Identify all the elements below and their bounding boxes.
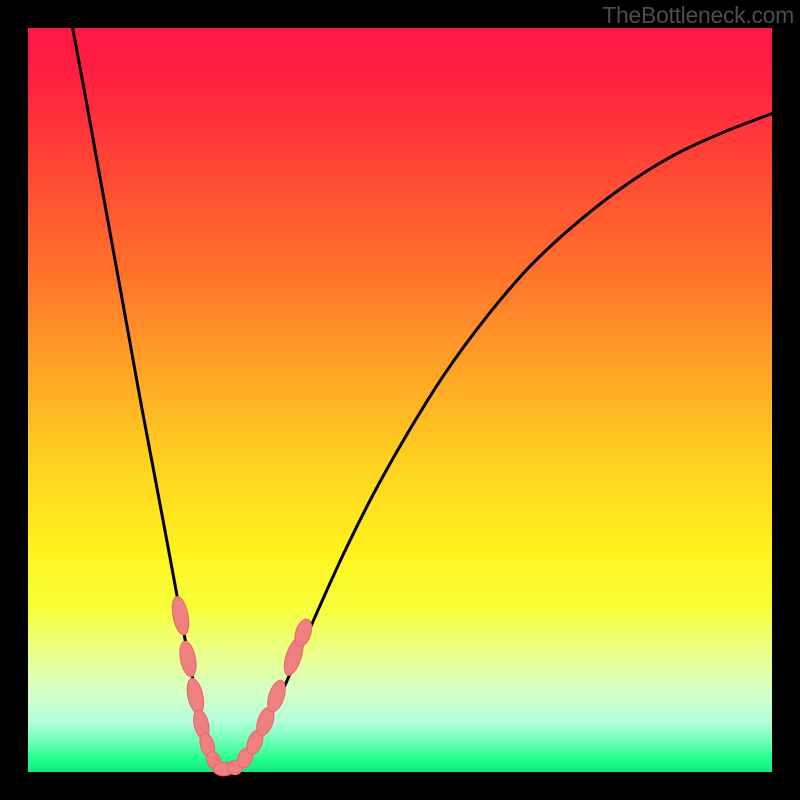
right-curve (226, 114, 772, 772)
curve-marker (177, 640, 198, 678)
plot-area (28, 28, 772, 772)
curve-marker (170, 595, 192, 636)
chart-frame: TheBottleneck.com (0, 0, 800, 800)
curve-layer (28, 28, 772, 772)
marker-group (170, 595, 315, 776)
watermark-text: TheBottleneck.com (602, 2, 794, 29)
curve-marker (184, 677, 206, 715)
left-curve (73, 28, 226, 772)
curve-marker (264, 678, 288, 714)
